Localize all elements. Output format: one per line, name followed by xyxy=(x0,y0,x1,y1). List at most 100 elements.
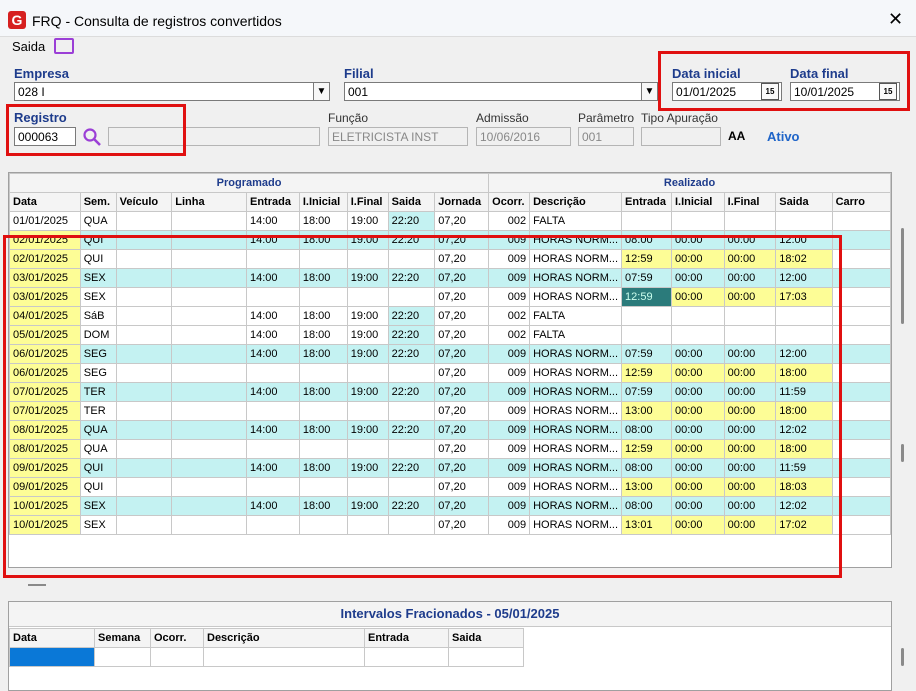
table-cell[interactable] xyxy=(115,420,173,440)
table-cell[interactable] xyxy=(831,496,891,516)
table-cell[interactable]: SEX xyxy=(79,496,117,516)
table-cell[interactable] xyxy=(387,477,436,497)
table-cell[interactable] xyxy=(346,401,389,421)
table-cell[interactable]: 22:20 xyxy=(387,458,436,478)
table-cell[interactable]: 13:01 xyxy=(621,515,672,535)
table-cell[interactable] xyxy=(670,306,725,326)
table-cell[interactable]: 10/01/2025 xyxy=(9,496,81,516)
table-cell[interactable]: HORAS NORM... xyxy=(529,287,623,307)
table-cell[interactable]: 11:59 xyxy=(775,458,833,478)
intervalos-empty-row[interactable] xyxy=(9,647,524,667)
table-cell[interactable]: 07,20 xyxy=(434,496,490,516)
table-cell[interactable]: 00:00 xyxy=(670,344,725,364)
table-cell[interactable]: 12:59 xyxy=(621,287,672,307)
table-cell[interactable]: 01/01/2025 xyxy=(9,211,81,231)
table-cell[interactable]: 07,20 xyxy=(434,382,490,402)
saida-menu-item[interactable]: Saida xyxy=(12,39,46,54)
table-cell[interactable] xyxy=(298,439,348,459)
data-final-calendar-icon[interactable]: 15 xyxy=(879,83,897,100)
table-cell[interactable]: 07,20 xyxy=(434,401,490,421)
table-cell[interactable] xyxy=(115,439,173,459)
table-cell[interactable]: 00:00 xyxy=(670,249,725,269)
table-cell[interactable] xyxy=(171,382,247,402)
table-cell[interactable]: 08:00 xyxy=(621,458,672,478)
table-cell[interactable]: SEG xyxy=(79,344,117,364)
table-cell[interactable]: 22:20 xyxy=(387,344,436,364)
table-cell[interactable]: 00:00 xyxy=(723,344,777,364)
table-cell[interactable]: 009 xyxy=(488,496,531,516)
table-cell[interactable]: 18:00 xyxy=(298,306,348,326)
table-cell[interactable] xyxy=(115,496,173,516)
table-cell[interactable] xyxy=(115,515,173,535)
table-cell[interactable]: 18:00 xyxy=(775,363,833,383)
table-cell[interactable] xyxy=(171,401,247,421)
table-cell[interactable]: HORAS NORM... xyxy=(529,458,623,478)
table-cell[interactable] xyxy=(171,211,247,231)
table-cell[interactable] xyxy=(171,268,247,288)
table-cell[interactable] xyxy=(298,401,348,421)
table-cell[interactable]: 009 xyxy=(488,382,531,402)
table-cell[interactable]: 09/01/2025 xyxy=(9,477,81,497)
column-header[interactable]: Descrição xyxy=(529,192,623,212)
table-cell[interactable] xyxy=(171,515,247,535)
grid-vertical-scrollbar[interactable] xyxy=(897,172,909,568)
table-cell[interactable]: 07,20 xyxy=(434,458,490,478)
table-cell[interactable]: HORAS NORM... xyxy=(529,515,623,535)
table-cell[interactable] xyxy=(775,306,833,326)
table-cell[interactable]: QUA xyxy=(79,439,117,459)
table-cell[interactable]: 13:00 xyxy=(621,477,672,497)
table-row[interactable]: 06/01/2025 SEG 14:00 18:00 19:00 22:20 07,20 00… xyxy=(9,344,891,364)
table-cell[interactable]: 07:59 xyxy=(621,382,672,402)
table-cell[interactable]: HORAS NORM... xyxy=(529,249,623,269)
table-cell[interactable] xyxy=(621,325,672,345)
table-cell[interactable]: 00:00 xyxy=(670,420,725,440)
data-final-input[interactable]: 10/01/2025 xyxy=(790,82,900,101)
table-cell[interactable]: 18:00 xyxy=(775,401,833,421)
table-cell[interactable] xyxy=(621,211,672,231)
table-cell[interactable]: 22:20 xyxy=(387,325,436,345)
table-cell[interactable]: 14:00 xyxy=(246,230,300,250)
column-header[interactable]: Entrada xyxy=(621,192,672,212)
table-cell[interactable] xyxy=(831,211,891,231)
table-cell[interactable]: 05/01/2025 xyxy=(9,325,81,345)
table-cell[interactable]: 009 xyxy=(488,401,531,421)
table-cell[interactable]: 18:00 xyxy=(298,496,348,516)
table-cell[interactable] xyxy=(775,211,833,231)
table-cell[interactable] xyxy=(171,325,247,345)
table-cell[interactable]: 009 xyxy=(488,515,531,535)
table-row[interactable]: 03/01/2025 SEX 07,20 009 HORAS NORM... 12:59 0… xyxy=(9,287,891,307)
table-cell[interactable]: FALTA xyxy=(529,325,623,345)
table-cell[interactable]: 00:00 xyxy=(670,287,725,307)
table-cell[interactable] xyxy=(387,401,436,421)
table-cell[interactable] xyxy=(346,439,389,459)
table-cell[interactable]: 10/01/2025 xyxy=(9,515,81,535)
data-inicial-calendar-icon[interactable]: 15 xyxy=(761,83,779,100)
table-cell[interactable] xyxy=(831,287,891,307)
table-cell[interactable] xyxy=(171,306,247,326)
table-row[interactable]: 02/01/2025 QUI 14:00 18:00 19:00 22:20 07,20 00… xyxy=(9,230,891,250)
table-row[interactable]: 03/01/2025 SEX 14:00 18:00 19:00 22:20 07,20 00… xyxy=(9,268,891,288)
table-cell[interactable]: 19:00 xyxy=(346,230,389,250)
table-cell[interactable]: 14:00 xyxy=(246,306,300,326)
table-cell[interactable]: 19:00 xyxy=(346,306,389,326)
table-cell[interactable] xyxy=(115,344,173,364)
table-cell[interactable]: 00:00 xyxy=(670,477,725,497)
data-inicial-input[interactable]: 01/01/2025 xyxy=(672,82,782,101)
table-cell[interactable] xyxy=(670,211,725,231)
registro-input[interactable]: 000063 xyxy=(14,127,76,146)
table-cell[interactable]: 07,20 xyxy=(434,439,490,459)
intervalos-column-header[interactable]: Saida xyxy=(448,628,524,648)
table-cell[interactable] xyxy=(831,230,891,250)
font-size-icon[interactable]: AA xyxy=(728,129,746,143)
table-cell[interactable]: 07,20 xyxy=(434,268,490,288)
table-cell[interactable]: 02/01/2025 xyxy=(9,230,81,250)
table-cell[interactable] xyxy=(171,363,247,383)
table-cell[interactable]: 12:00 xyxy=(775,344,833,364)
table-cell[interactable]: HORAS NORM... xyxy=(529,363,623,383)
table-cell[interactable]: HORAS NORM... xyxy=(529,230,623,250)
table-row[interactable]: 09/01/2025 QUI 14:00 18:00 19:00 22:20 07,20 00… xyxy=(9,458,891,478)
table-cell[interactable] xyxy=(831,363,891,383)
table-cell[interactable]: 07:59 xyxy=(621,344,672,364)
table-cell[interactable]: 08:00 xyxy=(621,420,672,440)
table-cell[interactable] xyxy=(621,306,672,326)
